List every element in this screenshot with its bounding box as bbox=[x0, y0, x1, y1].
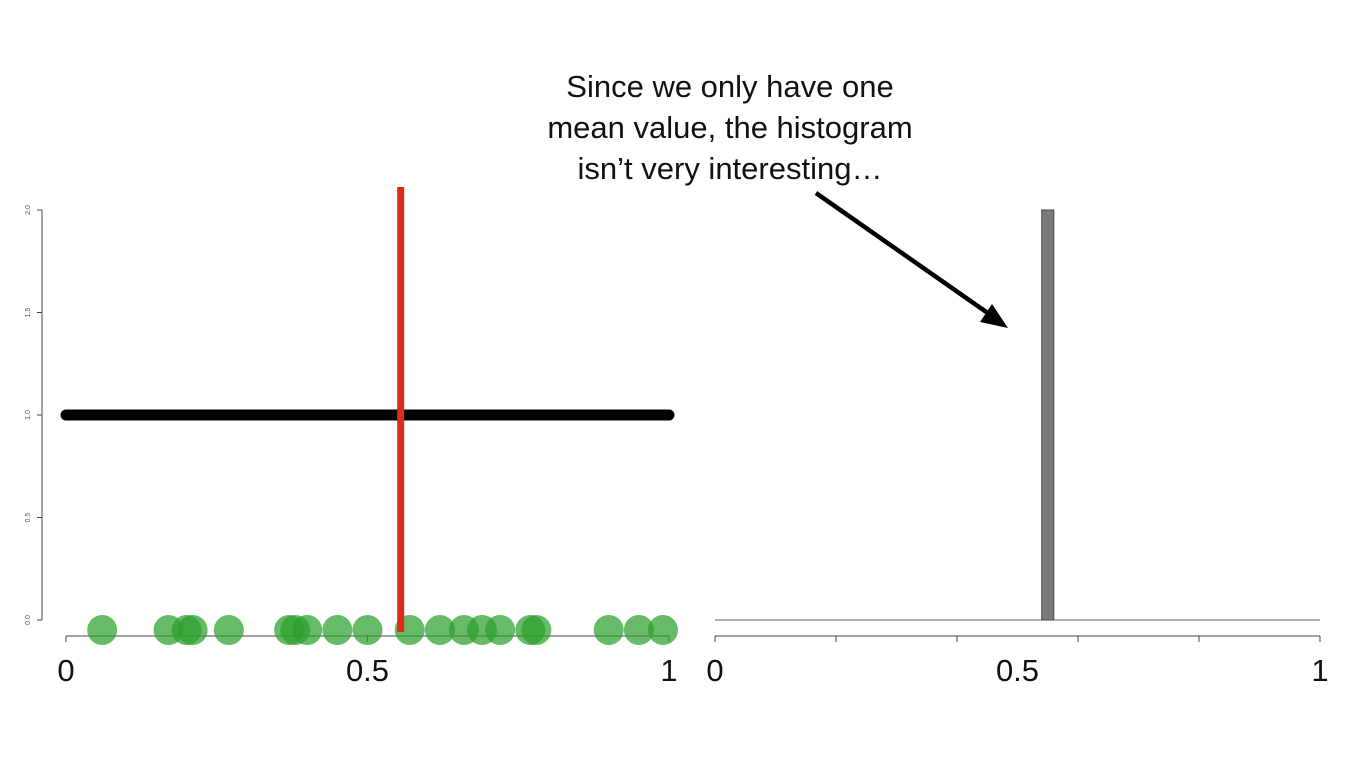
data-point bbox=[647, 615, 678, 645]
left-x-tick-label: 0.5 bbox=[346, 653, 389, 688]
left-y-tick-label: 1.5 bbox=[25, 308, 32, 318]
left-x-tick-label: 0 bbox=[57, 653, 74, 688]
data-point bbox=[292, 615, 323, 645]
histogram-bar bbox=[1041, 209, 1055, 621]
right-chart: 0 0.5 1 bbox=[706, 209, 1329, 688]
left-y-tick-label: 2.0 bbox=[25, 205, 32, 215]
left-x-tick-label: 1 bbox=[660, 653, 677, 688]
data-point bbox=[87, 615, 118, 645]
data-point bbox=[521, 615, 552, 645]
right-x-tick-label: 0.5 bbox=[996, 653, 1039, 688]
data-point bbox=[485, 615, 516, 645]
data-point bbox=[177, 615, 208, 645]
annotation-arrow bbox=[814, 191, 1008, 328]
annotation-line-1: Since we only have one bbox=[566, 69, 894, 104]
data-point bbox=[322, 615, 353, 645]
arrow-shaft bbox=[814, 191, 994, 318]
left-y-tick-label: 0.5 bbox=[25, 513, 32, 523]
annotation-line-2: mean value, the histogram bbox=[547, 110, 913, 145]
left-chart: 0.0 0.5 1.0 1.5 2.0 0 0.5 1 bbox=[25, 187, 678, 688]
data-point bbox=[623, 615, 654, 645]
left-y-tick-label: 0.0 bbox=[25, 615, 32, 625]
data-point bbox=[593, 615, 624, 645]
data-point bbox=[424, 615, 455, 645]
annotation-text: Since we only have one mean value, the h… bbox=[470, 66, 990, 189]
data-point bbox=[213, 615, 244, 645]
right-x-tick-label: 1 bbox=[1311, 653, 1328, 688]
arrow-head bbox=[980, 304, 1008, 328]
left-y-tick-label: 1.0 bbox=[25, 410, 32, 420]
annotation-line-3: isn’t very interesting… bbox=[577, 151, 883, 186]
data-point bbox=[352, 615, 383, 645]
right-x-tick-label: 0 bbox=[706, 653, 723, 688]
